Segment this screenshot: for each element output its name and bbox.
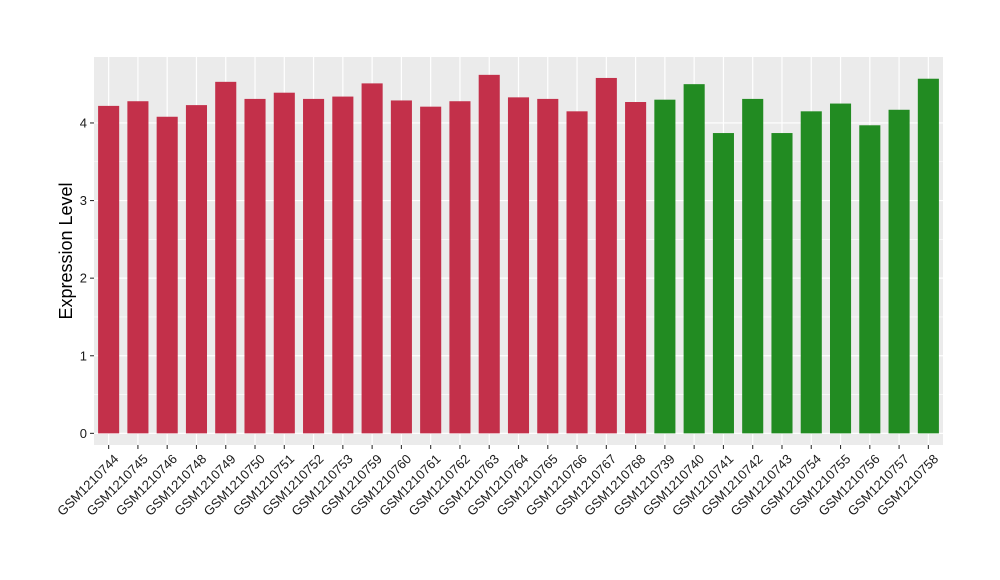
x-axis-ticks: GSM1210744GSM1210745GSM1210746GSM1210748… — [54, 445, 941, 519]
bar-GSM1210752 — [303, 98, 325, 434]
bar-GSM1210745 — [127, 101, 149, 434]
bar-GSM1210757 — [888, 109, 910, 434]
bars — [98, 74, 939, 434]
bar-GSM1210765 — [537, 98, 559, 434]
bar-GSM1210739 — [654, 99, 676, 434]
bar-GSM1210753 — [332, 96, 354, 434]
bar-GSM1210750 — [244, 98, 266, 434]
bar-GSM1210761 — [420, 106, 442, 434]
bar-GSM1210766 — [566, 111, 588, 434]
bar-GSM1210763 — [478, 74, 500, 434]
bar-GSM1210759 — [361, 83, 383, 434]
bar-GSM1210741 — [712, 133, 734, 434]
y-tick-label: 2 — [80, 271, 87, 286]
bar-GSM1210748 — [185, 105, 208, 434]
bar-GSM1210751 — [273, 92, 295, 434]
y-axis-ticks: 0 1 2 3 4 — [80, 115, 94, 441]
y-axis-title: Expression Level — [56, 182, 76, 319]
bar-GSM1210758 — [917, 78, 939, 434]
y-tick-label: 4 — [80, 115, 87, 130]
bar-GSM1210767 — [595, 77, 617, 434]
bar-GSM1210742 — [742, 98, 764, 434]
bar-GSM1210746 — [156, 116, 178, 434]
bar-GSM1210754 — [800, 111, 822, 434]
y-tick-label: 0 — [80, 426, 87, 441]
bar-GSM1210760 — [390, 100, 412, 434]
bar-GSM1210749 — [215, 81, 237, 434]
y-tick-label: 3 — [80, 193, 87, 208]
bar-GSM1210755 — [829, 103, 852, 434]
bar-GSM1210740 — [683, 84, 705, 434]
bar-GSM1210764 — [507, 97, 530, 434]
bar-GSM1210743 — [771, 133, 793, 434]
bar-GSM1210762 — [449, 101, 471, 434]
bar-GSM1210756 — [859, 125, 881, 434]
bar-GSM1210744 — [98, 105, 120, 434]
bar-GSM1210768 — [625, 102, 647, 434]
y-tick-label: 1 — [80, 348, 87, 363]
